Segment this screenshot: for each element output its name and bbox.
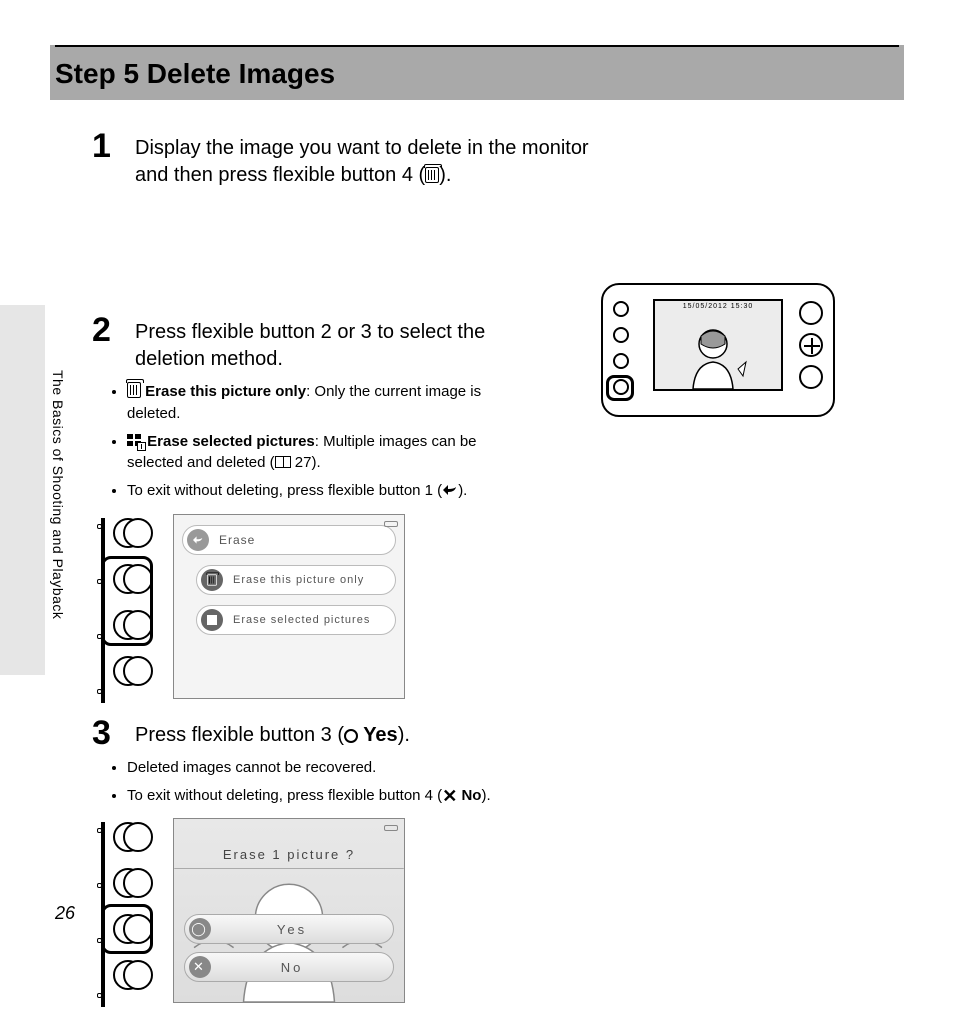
panel-buttons [95,514,165,704]
confirm-yes-row: ◯ Yes [184,914,394,944]
step-2-b3-b: ). [458,482,467,499]
back-icon [442,482,458,496]
step-2-bullet-2: Erase selected pictures: Multiple images… [127,431,517,475]
step-1-text: Display the image you want to delete in … [135,135,615,189]
step-3: 3 Press flexible button 3 ( Yes). Delete… [97,722,899,1012]
confirm-no-row: ✕ No [184,952,394,982]
heading-rule [55,45,899,55]
step-3-number: 3 [92,714,111,753]
step-3-bullets: Deleted images cannot be recovered. To e… [97,757,517,807]
grid-trash-icon [201,609,223,631]
step-3-text-b: Yes [358,724,398,746]
x-icon: ✕ [442,789,457,803]
buttons-2-3-highlight [101,556,153,646]
step-2: 2 Press flexible button 2 or 3 to select… [97,319,899,708]
grid-trash-icon [127,434,143,448]
circle-icon [344,729,358,743]
menu-option-1: Erase this picture only [196,565,396,595]
menu-option-1-label: Erase this picture only [233,574,364,586]
confirm-title: Erase 1 picture ? [174,847,404,862]
menu-title: Erase [219,533,255,547]
page: Step 5 Delete Images 1 Display the image… [0,0,954,954]
step-1-line-a: Display the image you want to delete in … [135,137,516,159]
step-2-b1-strong: Erase this picture only [145,383,306,400]
confirm-yes-label: Yes [221,922,363,937]
erase-menu-screen: Erase Erase this picture only Erase sele… [173,514,405,699]
content: 1 Display the image you want to delete i… [97,135,899,1012]
step-3-bullet-2: To exit without deleting, press flexible… [127,785,517,807]
step-3-bullet-1: Deleted images cannot be recovered. [127,757,517,779]
step-3-b2-a: To exit without deleting, press flexible… [127,787,442,804]
confirm-no-label: No [221,960,363,975]
menu-option-2: Erase selected pictures [196,605,396,635]
erase-menu-illustration: Erase Erase this picture only Erase sele… [95,508,405,708]
back-icon [187,529,209,551]
step-3-text-c: ). [398,724,410,746]
panel-buttons [95,818,165,1008]
confirm-illustration: Erase 1 picture ? ◯ Yes ✕ No [95,812,405,1012]
step-1: 1 Display the image you want to delete i… [97,135,899,305]
book-icon [275,456,291,468]
step-1-number: 1 [92,127,111,166]
step-2-b3-a: To exit without deleting, press flexible… [127,482,442,499]
trash-icon [127,382,141,398]
step-2-b2-strong: Erase selected pictures [147,433,315,450]
step-3-b2-b: ). [481,787,490,804]
heading-band: Step 5 Delete Images [50,45,904,100]
camera-timestamp: 15/05/2012 15:30 [657,303,779,315]
step-2-bullet-1: Erase this picture only: Only the curren… [127,381,517,425]
step-3-b2-strong: No [457,787,481,804]
menu-option-2-label: Erase selected pictures [233,614,370,626]
step-2-text: Press flexible button 2 or 3 to select t… [135,319,555,373]
step-2-bullets: Erase this picture only: Only the curren… [97,381,517,502]
step-2-b2-ref: 27). [291,454,321,471]
confirm-screen: Erase 1 picture ? ◯ Yes ✕ No [173,818,405,1003]
step-2-bullet-3: To exit without deleting, press flexible… [127,480,517,502]
menu-title-row: Erase [182,525,396,555]
x-icon: ✕ [189,956,211,978]
step-2-number: 2 [92,311,111,350]
trash-icon [425,167,439,183]
page-title: Step 5 Delete Images [55,55,899,100]
page-number: 26 [55,903,75,924]
button-3-highlight [101,904,153,954]
circle-icon: ◯ [189,918,211,940]
step-3-text-a: Press flexible button 3 ( [135,724,344,746]
trash-icon [201,569,223,591]
step-3-text: Press flexible button 3 ( Yes). [135,722,555,749]
